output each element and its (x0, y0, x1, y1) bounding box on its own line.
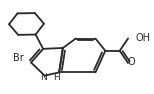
Text: OH: OH (136, 33, 151, 43)
Text: O: O (127, 57, 135, 67)
Text: N: N (40, 73, 47, 82)
Text: H: H (53, 73, 59, 82)
Text: Br: Br (13, 53, 24, 63)
